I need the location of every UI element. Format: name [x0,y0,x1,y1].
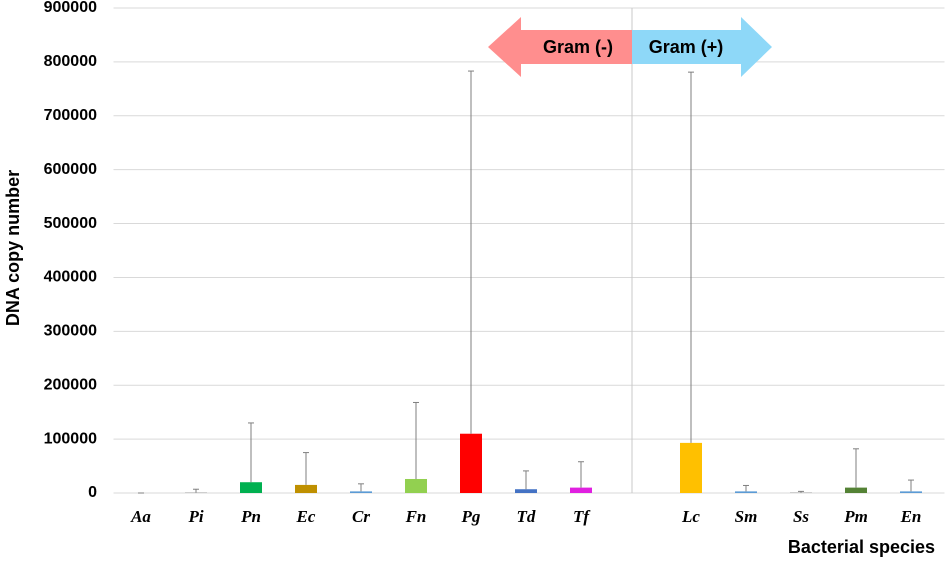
x-tick-label: Pn [240,507,261,526]
y-tick-label: 700000 [44,107,97,124]
bar [845,487,867,493]
bar [790,492,812,493]
x-tick-label: Pi [187,507,203,526]
x-tick-label: Cr [352,507,370,526]
y-tick-label: 500000 [44,215,97,232]
bar [570,487,592,493]
y-tick-label: 900000 [44,0,97,16]
bar [295,484,317,493]
x-tick-label: Lc [681,507,700,526]
bar [240,482,262,493]
y-tick-label: 100000 [44,430,97,447]
y-tick-label: 400000 [44,269,97,286]
x-tick-label: Pm [843,507,868,526]
annotation: Gram (-) [543,37,613,57]
x-tick-label: Pg [461,507,481,526]
x-tick-label: Ss [793,507,809,526]
y-tick-label: 0 [88,484,97,501]
x-tick-label: Ec [296,507,316,526]
x-tick-label: Aa [130,507,151,526]
gram-negative-arrow [488,17,632,77]
bar [460,433,482,493]
y-axis-label: DNA copy number [3,170,23,326]
x-axis-label: Bacterial species [788,537,935,557]
x-tick-label: Tf [573,507,591,526]
x-tick-label: Td [517,507,536,526]
x-tick-label: Sm [735,507,758,526]
bar [680,442,702,493]
y-tick-label: 600000 [44,161,97,178]
bar [900,491,922,493]
gram-positive-arrow [632,17,772,77]
bar [735,491,757,493]
bar [515,489,537,493]
y-tick-label: 800000 [44,53,97,70]
bar [405,478,427,493]
y-tick-label: 200000 [44,376,97,393]
bar [185,492,207,493]
x-tick-label: Fn [405,507,427,526]
annotation: Gram (+) [649,37,724,57]
y-tick-label: 300000 [44,323,97,340]
x-tick-label: En [900,507,922,526]
bar [350,491,372,493]
